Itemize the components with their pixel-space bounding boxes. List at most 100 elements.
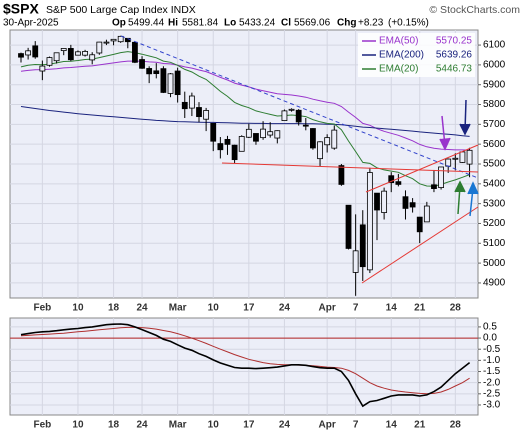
candle-body bbox=[25, 50, 32, 56]
legend-label: EMA(200) bbox=[379, 50, 424, 61]
x-tick-label: Feb bbox=[33, 303, 51, 314]
annotations bbox=[120, 35, 479, 284]
x-tick-label: 17 bbox=[243, 420, 255, 431]
y-tick-label: 6000 bbox=[483, 60, 506, 71]
legend-label: EMA(20) bbox=[379, 64, 418, 75]
candle-body bbox=[167, 73, 174, 94]
trend-line bbox=[365, 144, 479, 193]
y-tick-label: -1.0 bbox=[483, 355, 501, 366]
x-tick-label: 7 bbox=[353, 420, 359, 431]
x-tick-label: 10 bbox=[208, 303, 220, 314]
candle-body bbox=[366, 172, 373, 271]
candle-body bbox=[174, 70, 181, 96]
trend-line bbox=[221, 162, 479, 173]
x-tick-label: 18 bbox=[108, 303, 120, 314]
candle-body bbox=[110, 38, 117, 42]
candle-body bbox=[18, 53, 24, 58]
candle-body bbox=[39, 65, 46, 72]
quote-label: Lo bbox=[224, 18, 236, 29]
arrow bbox=[467, 181, 479, 217]
y-tick-label: -1.5 bbox=[483, 366, 501, 377]
candle-body bbox=[60, 48, 67, 52]
candle-body bbox=[253, 133, 259, 142]
x-tick-label: 10 bbox=[208, 420, 220, 431]
legend-label: EMA(50) bbox=[379, 36, 418, 47]
x-tick-label: 21 bbox=[414, 420, 426, 431]
quote-value: 5499.44 bbox=[128, 18, 165, 29]
y-tick-label: 4900 bbox=[483, 278, 506, 289]
y-tick-label: 5600 bbox=[483, 139, 506, 150]
candle-body bbox=[452, 157, 459, 160]
candle-body bbox=[188, 95, 195, 109]
quote-label: Chg bbox=[337, 18, 356, 29]
candle-body bbox=[46, 57, 53, 66]
legend-value: 5446.73 bbox=[436, 64, 473, 75]
line-series bbox=[20, 323, 471, 408]
candle-body bbox=[281, 110, 288, 121]
quote-label: Hi bbox=[168, 18, 178, 29]
candle-body bbox=[338, 165, 345, 185]
x-tick-label: 14 bbox=[386, 420, 398, 431]
x-tick-label: 28 bbox=[450, 420, 462, 431]
chart-title: $SPX bbox=[3, 1, 39, 17]
y-tick-label: 5900 bbox=[483, 79, 506, 90]
x-tick-label: Mar bbox=[169, 303, 187, 314]
candle-body bbox=[331, 129, 338, 149]
candle-body bbox=[374, 192, 380, 211]
y-tick-label: 5800 bbox=[483, 99, 506, 110]
candle-body bbox=[75, 51, 81, 56]
candle-body bbox=[466, 149, 473, 165]
x-tick-label: 18 bbox=[108, 420, 120, 431]
candle-body bbox=[381, 190, 388, 213]
candle-body bbox=[409, 202, 416, 208]
candle-body bbox=[295, 109, 302, 123]
trend-line bbox=[120, 35, 479, 179]
y-tick-label: 0.0 bbox=[483, 333, 497, 344]
candle-body bbox=[416, 216, 423, 233]
candle-body bbox=[139, 59, 145, 69]
candle-body bbox=[438, 166, 444, 188]
quote-value: 5569.06 bbox=[294, 18, 331, 29]
legend-box bbox=[358, 33, 475, 77]
quote-value: +8.23 bbox=[358, 18, 384, 29]
x-tick-label: 10 bbox=[72, 303, 84, 314]
x-tick-label: 24 bbox=[136, 303, 148, 314]
candle-body bbox=[132, 41, 138, 63]
candle-body bbox=[267, 131, 274, 136]
line-series bbox=[20, 326, 470, 395]
y-tick-label: 5400 bbox=[483, 178, 506, 189]
candle-body bbox=[32, 45, 39, 58]
candle-body bbox=[96, 41, 103, 54]
arrow bbox=[439, 115, 451, 151]
candle-body bbox=[146, 68, 153, 75]
legend-value: 5639.26 bbox=[436, 50, 473, 61]
candle-body bbox=[310, 128, 316, 149]
candle-body bbox=[395, 181, 402, 185]
candle-body bbox=[288, 108, 295, 111]
candle-body bbox=[224, 139, 231, 145]
quote-date: 30-Apr-2025 bbox=[3, 18, 59, 29]
y-tick-label: -2.0 bbox=[483, 377, 501, 388]
candle-body bbox=[245, 128, 252, 138]
candle-body bbox=[82, 51, 88, 56]
candle-body bbox=[459, 151, 466, 163]
x-tick-label: 24 bbox=[136, 420, 148, 431]
y-tick-label: 5100 bbox=[483, 238, 506, 249]
candle-body bbox=[402, 196, 409, 209]
plot-area: 4900 5000 5100 5200 5300 5400 5500 5600 5700 5800… bbox=[9, 29, 506, 431]
chart-subtitle: S&P 500 Large Cap Index INDX bbox=[46, 4, 196, 16]
candle-body bbox=[210, 122, 217, 142]
candle-body bbox=[117, 35, 124, 43]
candle-body bbox=[352, 250, 359, 273]
arrow bbox=[459, 99, 471, 136]
candle-body bbox=[345, 204, 352, 249]
x-tick-label: 24 bbox=[279, 303, 291, 314]
candle-body bbox=[67, 48, 74, 61]
x-tick-label: Apr bbox=[319, 303, 336, 314]
candle-body bbox=[302, 124, 309, 127]
candle-body bbox=[359, 224, 366, 268]
x-tick-label: 21 bbox=[414, 303, 426, 314]
candle-body bbox=[89, 54, 96, 61]
source: © StockCharts.com bbox=[429, 4, 520, 16]
y-tick-label: 5200 bbox=[483, 218, 506, 229]
